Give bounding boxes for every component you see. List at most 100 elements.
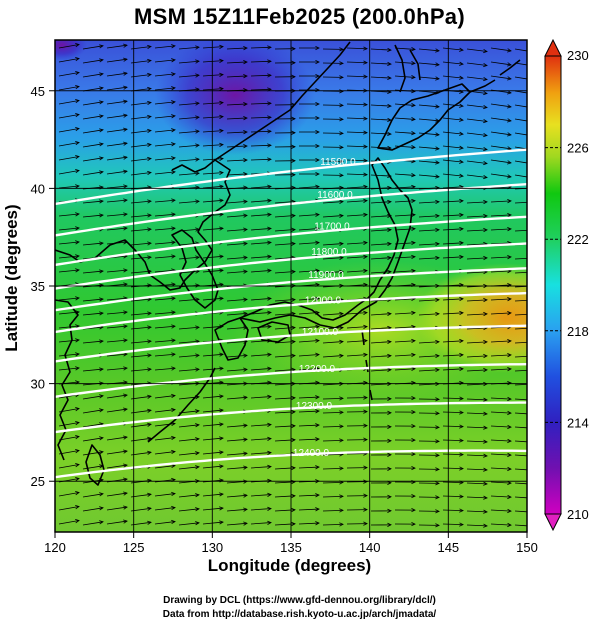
wind-arrowhead bbox=[75, 155, 80, 160]
wind-arrow bbox=[442, 214, 464, 217]
wind-arrowhead bbox=[363, 465, 368, 470]
wind-arrowhead bbox=[483, 495, 488, 500]
wind-arrowhead bbox=[291, 144, 296, 149]
wind-arrow bbox=[178, 200, 200, 204]
wind-arrow bbox=[298, 438, 320, 441]
wind-arrow bbox=[466, 327, 488, 330]
wind-arrowhead bbox=[219, 142, 224, 147]
wind-arrowhead bbox=[339, 199, 344, 204]
wind-arrowhead bbox=[99, 86, 104, 91]
wind-arrow bbox=[58, 492, 80, 497]
wind-arrowhead bbox=[147, 422, 152, 427]
wind-arrow bbox=[442, 173, 464, 177]
x-axis-label: Longitude (degrees) bbox=[0, 556, 599, 576]
wind-arrowhead bbox=[291, 395, 296, 401]
wind-arrow bbox=[178, 424, 200, 428]
wind-arrowhead bbox=[483, 481, 488, 486]
wind-arrow bbox=[370, 271, 392, 274]
wind-arrow bbox=[106, 353, 128, 357]
wind-arrowhead bbox=[291, 521, 296, 527]
wind-arrowhead bbox=[411, 75, 416, 80]
contour-label: 12100.0 bbox=[302, 327, 339, 338]
wind-arrowhead bbox=[411, 268, 416, 274]
wind-arrowhead bbox=[435, 160, 440, 165]
wind-arrow bbox=[226, 61, 248, 64]
wind-arrow bbox=[466, 299, 488, 302]
wind-arrow bbox=[58, 464, 80, 469]
wind-arrow bbox=[202, 213, 224, 217]
wind-arrowhead bbox=[507, 494, 512, 500]
wind-arrowhead bbox=[123, 169, 128, 174]
wind-arrow bbox=[250, 438, 272, 441]
wind-arrowhead bbox=[291, 423, 296, 429]
wind-arrowhead bbox=[291, 353, 296, 358]
wind-arrow bbox=[82, 409, 104, 414]
wind-arrowhead bbox=[315, 171, 320, 177]
wind-arrowhead bbox=[267, 535, 271, 539]
wind-arrowhead bbox=[243, 227, 248, 232]
wind-arrow bbox=[154, 423, 176, 427]
wind-arrowhead bbox=[147, 283, 152, 288]
wind-arrowhead bbox=[507, 466, 512, 472]
wind-arrow bbox=[106, 128, 128, 133]
wind-arrowhead bbox=[507, 537, 511, 541]
wind-arrowhead bbox=[507, 76, 512, 81]
wind-arrow bbox=[226, 270, 248, 274]
wind-arrowhead bbox=[435, 104, 440, 109]
wind-arrow bbox=[298, 214, 320, 217]
wind-arrow bbox=[82, 395, 104, 400]
wind-arrow bbox=[250, 298, 272, 301]
wind-arrow bbox=[514, 90, 527, 94]
wind-arrow bbox=[370, 48, 392, 51]
wind-arrowhead bbox=[267, 59, 272, 64]
wind-arrow bbox=[250, 494, 272, 497]
wind-arrowhead bbox=[507, 227, 512, 232]
wind-arrow bbox=[226, 438, 248, 442]
wind-arrow bbox=[58, 114, 80, 119]
wind-arrowhead bbox=[507, 396, 512, 402]
wind-arrow bbox=[58, 436, 80, 441]
wind-arrowhead bbox=[99, 520, 104, 525]
wind-arrowhead bbox=[291, 158, 296, 163]
wind-arrow bbox=[226, 103, 248, 106]
wind-arrowhead bbox=[219, 492, 224, 497]
wind-arrowhead bbox=[123, 324, 128, 329]
wind-arrow bbox=[370, 229, 392, 232]
wind-arrowhead bbox=[99, 128, 104, 133]
wind-arrow bbox=[154, 59, 176, 63]
wind-arrow bbox=[274, 439, 296, 442]
wind-arrow bbox=[251, 537, 271, 538]
wind-arrowhead bbox=[483, 213, 488, 219]
wind-arrow bbox=[514, 62, 527, 66]
wind-arrow bbox=[226, 242, 248, 246]
wind-arrowhead bbox=[243, 269, 248, 274]
wind-arrow bbox=[250, 466, 272, 469]
wind-arrowhead bbox=[507, 174, 512, 179]
wind-arrow bbox=[490, 523, 512, 526]
wind-arrow bbox=[466, 355, 488, 358]
wind-arrowhead bbox=[339, 159, 344, 164]
wind-arrowhead bbox=[147, 408, 152, 413]
wind-arrow bbox=[226, 117, 248, 120]
wind-arrowhead bbox=[99, 535, 103, 539]
colorbar-body bbox=[544, 55, 562, 515]
wind-arrowhead bbox=[147, 339, 152, 344]
wind-arrow bbox=[394, 312, 416, 315]
wind-arrowhead bbox=[507, 438, 512, 444]
wind-arrow bbox=[322, 257, 344, 260]
wind-arrowhead bbox=[459, 198, 464, 204]
wind-arrowhead bbox=[171, 72, 176, 77]
wind-arrow bbox=[490, 467, 512, 470]
wind-arrow bbox=[130, 270, 152, 274]
wind-arrowhead bbox=[339, 75, 344, 80]
wind-arrow bbox=[106, 311, 128, 315]
wind-arrowhead bbox=[435, 146, 440, 151]
colorbar: 230 226 222 218 214 210 bbox=[544, 38, 589, 532]
wind-arrow bbox=[467, 539, 487, 540]
wind-arrow bbox=[466, 174, 488, 178]
wind-arrowhead bbox=[195, 283, 200, 288]
wind-arrowhead bbox=[507, 118, 512, 123]
wind-arrow bbox=[514, 104, 527, 108]
wind-arrow bbox=[106, 394, 128, 399]
wind-arrowhead bbox=[531, 368, 535, 372]
